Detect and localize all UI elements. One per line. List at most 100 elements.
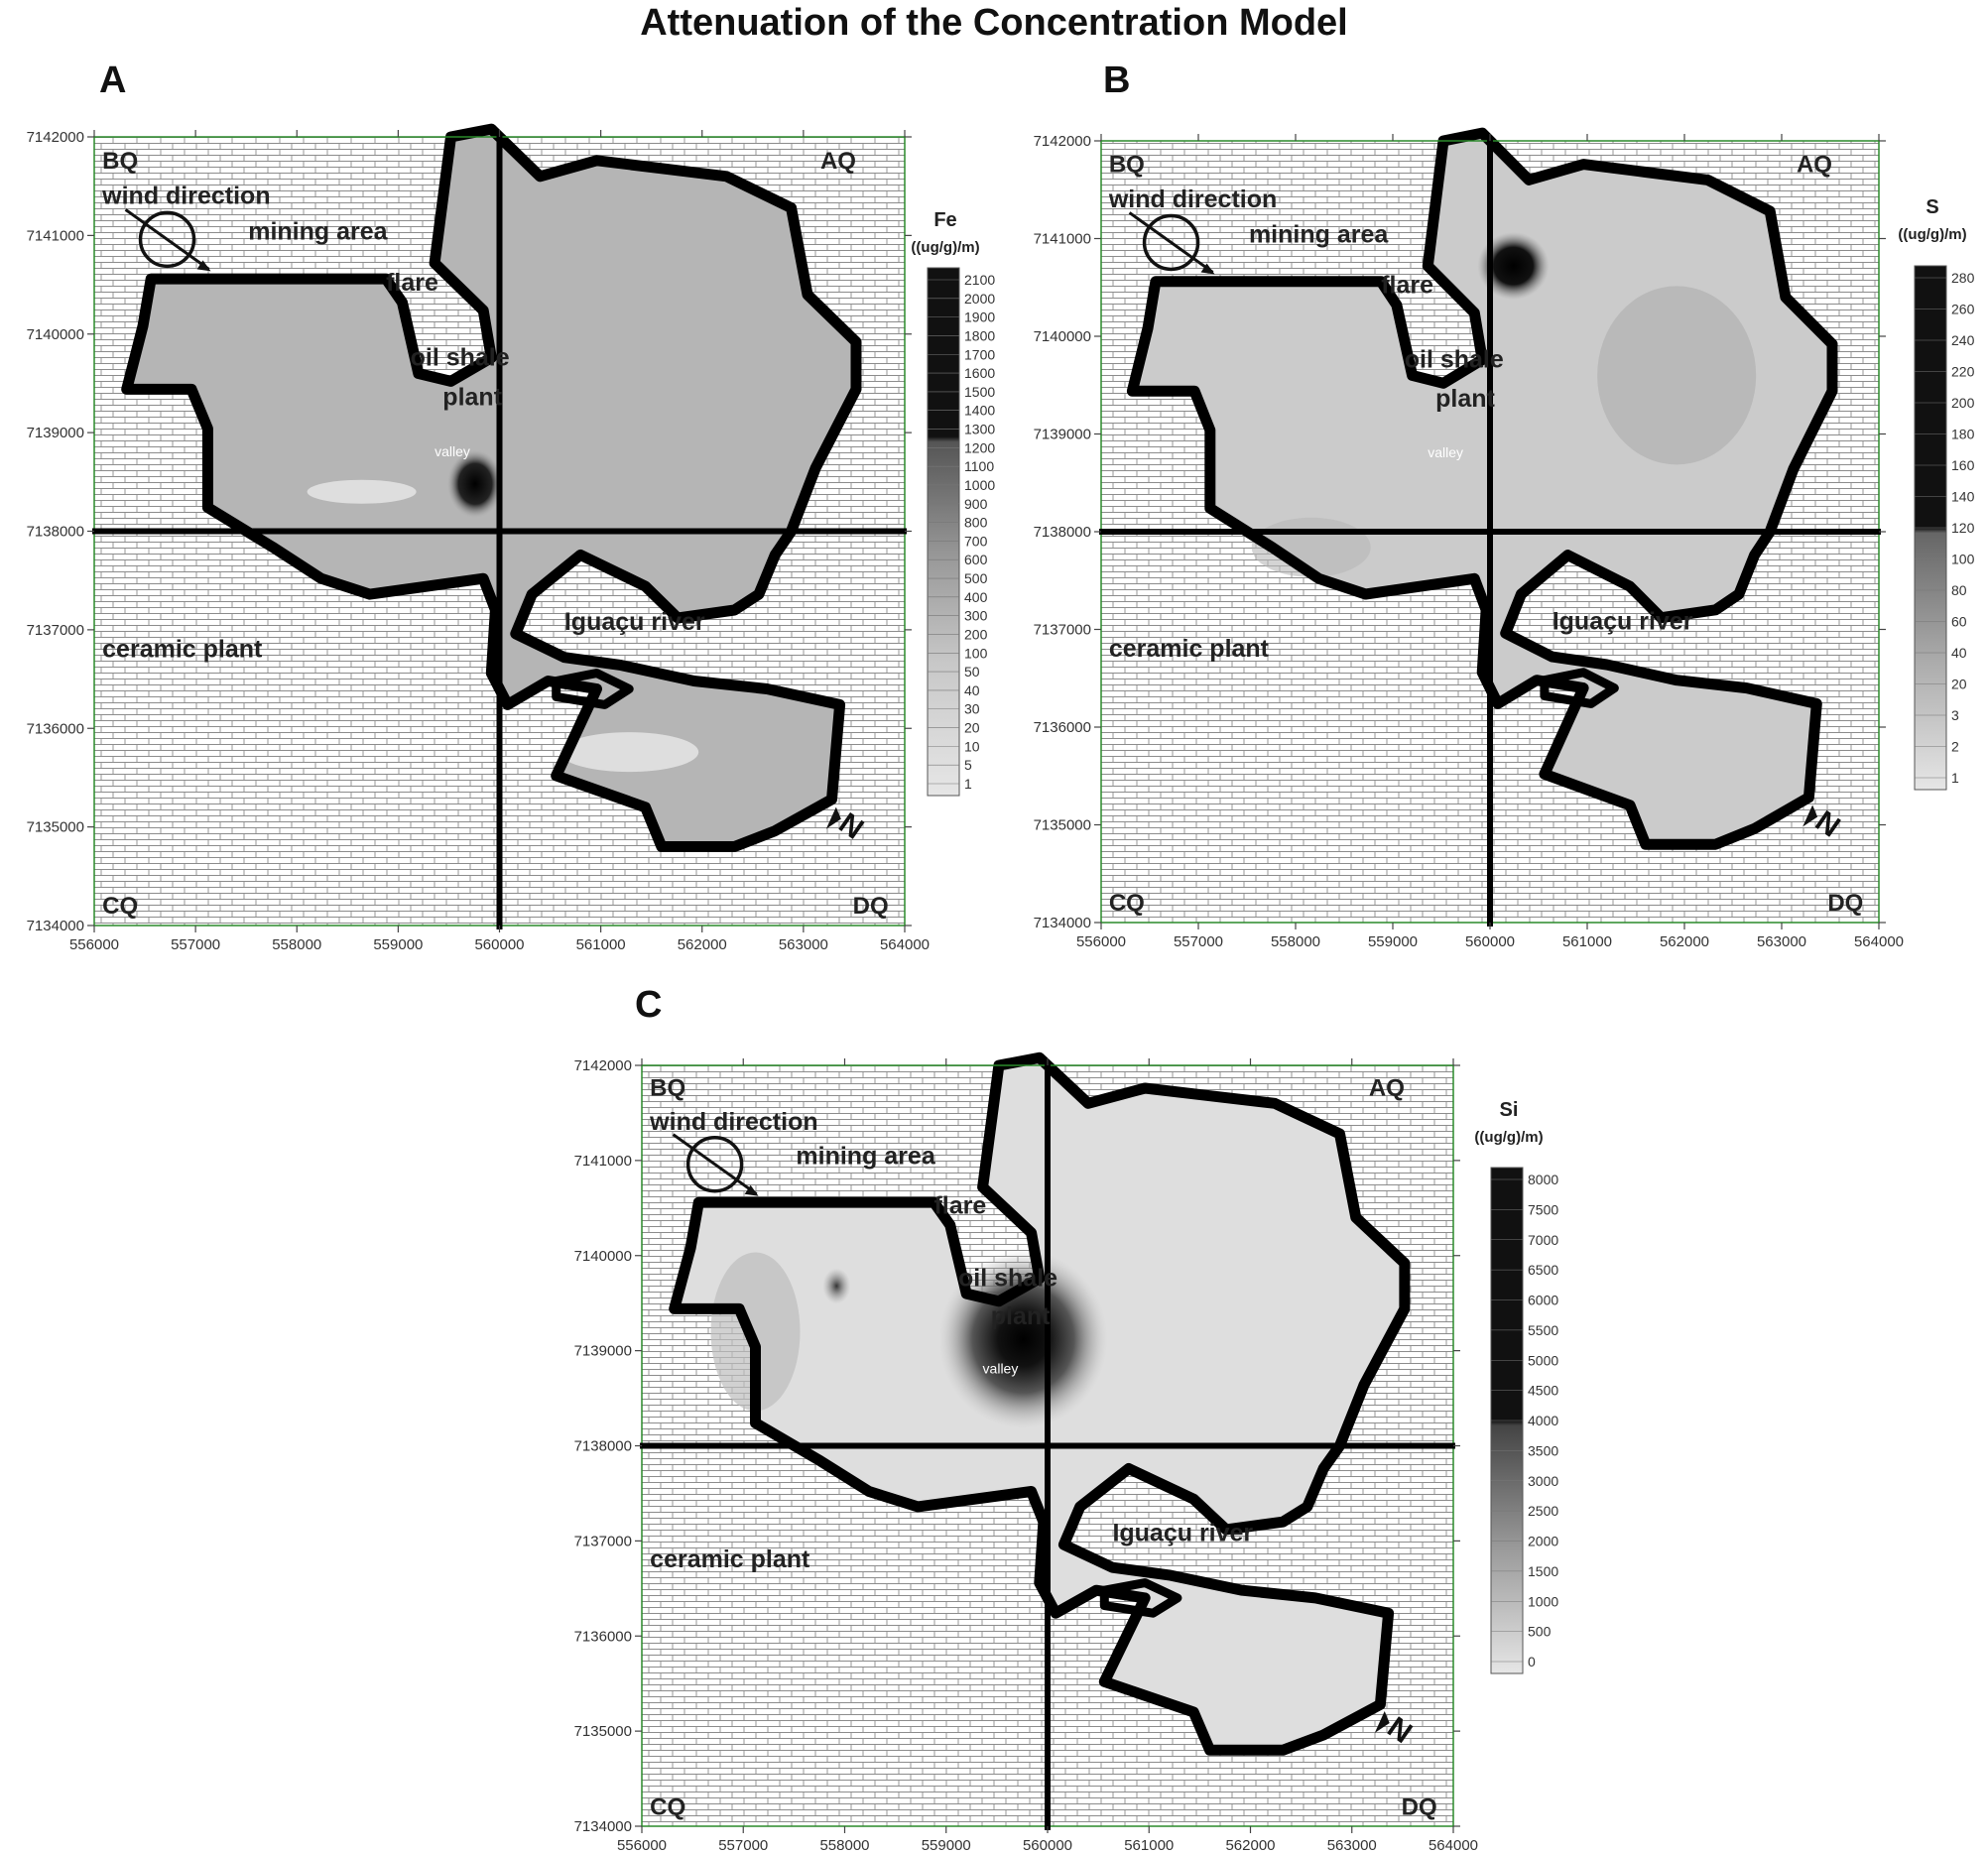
wind-arrowhead-icon [1200, 263, 1215, 275]
x-tick-label: 562000 [678, 936, 727, 953]
legend-level-label: 500 [964, 570, 988, 586]
legend-level-label: 220 [1951, 364, 1975, 380]
legend-level-label: 4000 [1528, 1413, 1558, 1428]
legend-level-label: 6500 [1528, 1262, 1558, 1278]
x-tick-label: 556000 [69, 936, 119, 953]
label-flare: flare [1381, 272, 1433, 300]
area-boundary [1126, 127, 1838, 850]
legend-level-label: 1600 [964, 365, 995, 381]
panel-letter-b: B [1103, 60, 1131, 101]
y-tick-label: 7134000 [1034, 915, 1091, 931]
legend-level-label: 700 [964, 533, 988, 549]
label-quadrant-aq: AQ [1797, 152, 1832, 179]
legend-title: Si [1500, 1099, 1519, 1121]
legend-level-label: 1300 [964, 422, 995, 437]
legend-si: Si((ug/g)/m)8000750070006500600055005000… [1474, 1099, 1558, 1674]
label-oil-shale: oil shale [1405, 346, 1504, 374]
legend-level-label: 1700 [964, 346, 995, 362]
label-valley: valley [1428, 444, 1463, 460]
legend-level-label: 100 [964, 645, 988, 661]
legend-level-label: 100 [1951, 552, 1975, 567]
legend-level-label: 30 [964, 701, 980, 717]
legend-level-label: 1800 [964, 327, 995, 343]
legend-level-label: 7500 [1528, 1201, 1558, 1217]
legend-level-label: 400 [964, 589, 988, 605]
legend-level-label: 4500 [1528, 1383, 1558, 1399]
legend-level-label: 1000 [964, 477, 995, 493]
wind-arrow-icon [672, 1133, 758, 1195]
fe-hotspot [446, 449, 503, 518]
wind-arrowhead-icon [196, 260, 211, 272]
y-tick-label: 7134000 [574, 1818, 632, 1835]
x-tick-label: 560000 [1465, 933, 1515, 950]
legend-level-label: 1000 [1528, 1593, 1558, 1609]
figure-title: Attenuation of the Concentration Model [640, 2, 1348, 44]
legend-level-label: 3000 [1528, 1473, 1558, 1489]
y-tick-label: 7140000 [1034, 328, 1091, 345]
legend-title: S [1926, 196, 1938, 218]
x-tick-label: 559000 [1368, 933, 1418, 950]
x-tick-label: 562000 [1225, 1837, 1275, 1854]
legend-unit: ((ug/g)/m) [1898, 226, 1966, 243]
x-tick-label: 561000 [1562, 933, 1612, 950]
label-ceramic-plant: ceramic plant [1109, 635, 1270, 663]
legend-level-label: 2000 [1528, 1534, 1558, 1549]
legend-level-label: 500 [1528, 1624, 1552, 1640]
legend-level-label: 10 [964, 738, 980, 754]
legend-level-label: 3 [1951, 707, 1959, 723]
legend-level-label: 800 [964, 515, 988, 531]
x-tick-label: 563000 [1757, 933, 1806, 950]
x-tick-label: 559000 [922, 1837, 971, 1854]
legend-title: Fe [933, 209, 956, 231]
legend-fe: Fe((ug/g)/m)2100200019001800170016001500… [911, 209, 995, 797]
y-tick-label: 7138000 [1034, 524, 1091, 541]
low-zone [307, 479, 417, 504]
iguacu-river-outline [552, 669, 634, 709]
y-tick-label: 7137000 [574, 1533, 632, 1549]
y-tick-label: 7135000 [1034, 817, 1091, 834]
x-tick-label: 564000 [880, 936, 930, 953]
s-hotspot [1477, 232, 1550, 301]
y-tick-label: 7135000 [27, 819, 84, 836]
x-tick-label: 560000 [474, 936, 524, 953]
label-quadrant-cq: CQ [102, 893, 138, 920]
y-tick-label: 7140000 [27, 326, 84, 343]
label-flare: flare [933, 1192, 986, 1220]
label-quadrant-aq: AQ [820, 148, 856, 175]
x-tick-label: 557000 [171, 936, 220, 953]
legend-level-label: 3500 [1528, 1442, 1558, 1458]
legend-s: S((ug/g)/m)28026024022020018016014012010… [1898, 196, 1975, 791]
mid-zone [710, 1252, 801, 1412]
north-arrowhead-icon [1374, 1710, 1390, 1733]
legend-level-label: 200 [1951, 395, 1975, 411]
label-iguacu-river: Iguaçu river [564, 608, 705, 636]
label-quadrant-dq: DQ [1402, 1793, 1437, 1820]
y-tick-label: 7141000 [574, 1153, 632, 1170]
legend-colorbar [927, 267, 960, 797]
label-oil-shale: oil shale [958, 1264, 1057, 1292]
legend-level-label: 280 [1951, 270, 1975, 286]
label-quadrant-dq: DQ [1827, 890, 1863, 917]
legend-level-label: 80 [1951, 582, 1967, 598]
iguacu-river-outline [1540, 668, 1619, 708]
legend-level-label: 6000 [1528, 1293, 1558, 1308]
north-arrowhead-icon [1802, 804, 1818, 827]
wind-direction-icon [1142, 213, 1200, 272]
label-quadrant-dq: DQ [853, 893, 889, 920]
legend-unit: ((ug/g)/m) [1474, 1129, 1543, 1146]
legend-level-label: 2000 [964, 291, 995, 307]
legend-level-label: 1200 [964, 439, 995, 455]
legend-level-label: 5000 [1528, 1352, 1558, 1368]
label-mining-area: mining area [248, 217, 388, 245]
area-boundary [669, 1051, 1411, 1756]
label-plant: plant [1435, 385, 1495, 413]
label-iguacu-river: Iguaçu river [1112, 1519, 1253, 1546]
legend-level-label: 260 [1951, 302, 1975, 317]
legend-level-label: 5 [964, 757, 972, 773]
wind-arrow-icon [124, 208, 210, 271]
label-quadrant-cq: CQ [1109, 890, 1145, 917]
x-tick-label: 556000 [1076, 933, 1126, 950]
map-panel-c: 556000 557000 558000 559000 560000 561000 5620… [574, 1051, 1558, 1854]
area-boundary [121, 123, 862, 852]
